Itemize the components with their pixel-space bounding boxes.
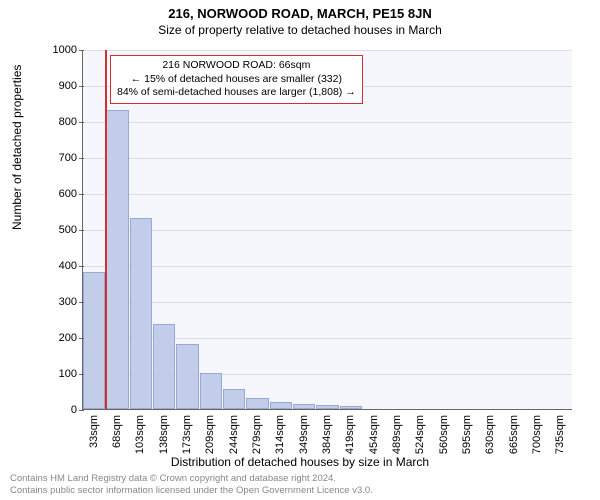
- x-tick-label: 524sqm: [414, 415, 426, 454]
- y-tick-label: 200: [37, 332, 77, 344]
- y-tick-label: 800: [37, 116, 77, 128]
- histogram-bar: [176, 344, 198, 409]
- x-tick-label: 33sqm: [88, 415, 100, 448]
- x-tick-label: 384sqm: [321, 415, 333, 454]
- gridline: [83, 122, 572, 123]
- gridline: [83, 266, 572, 267]
- x-tick-label: 489sqm: [391, 415, 403, 454]
- x-tick-label: 735sqm: [554, 415, 566, 454]
- gridline: [83, 158, 572, 159]
- property-marker-line: [105, 50, 107, 409]
- callout-line1: 216 NORWOOD ROAD: 66sqm: [117, 59, 356, 73]
- x-tick-label: 103sqm: [134, 415, 146, 454]
- x-tick-label: 68sqm: [111, 415, 123, 448]
- y-tick-label: 400: [37, 260, 77, 272]
- histogram-bar: [153, 324, 175, 409]
- histogram-bar: [106, 110, 128, 409]
- y-tick-label: 1000: [37, 44, 77, 56]
- gridline: [83, 50, 572, 51]
- callout-line3: 84% of semi-detached houses are larger (…: [117, 86, 356, 100]
- x-tick-label: 209sqm: [204, 415, 216, 454]
- x-tick-label: 419sqm: [344, 415, 356, 454]
- x-tick-label: 665sqm: [508, 415, 520, 454]
- x-axis-label: Distribution of detached houses by size …: [0, 455, 600, 469]
- y-tick-label: 900: [37, 80, 77, 92]
- histogram-bar: [293, 404, 315, 409]
- footer-line1: Contains HM Land Registry data © Crown c…: [10, 473, 373, 484]
- histogram-bar: [223, 389, 245, 409]
- y-tick-label: 300: [37, 296, 77, 308]
- histogram-bar: [270, 402, 292, 409]
- x-tick-label: 173sqm: [181, 415, 193, 454]
- gridline: [83, 230, 572, 231]
- plot-background: [82, 50, 572, 410]
- gridline: [83, 302, 572, 303]
- histogram-bar: [200, 373, 222, 409]
- x-tick-label: 560sqm: [438, 415, 450, 454]
- histogram-bar: [340, 406, 362, 409]
- callout-box: 216 NORWOOD ROAD: 66sqm ← 15% of detache…: [110, 55, 363, 104]
- histogram-bar: [130, 218, 152, 409]
- footer-line2: Contains public sector information licen…: [10, 485, 373, 496]
- histogram-bar: [316, 405, 338, 409]
- x-tick-label: 314sqm: [274, 415, 286, 454]
- x-tick-label: 279sqm: [251, 415, 263, 454]
- y-tick-label: 0: [37, 404, 77, 416]
- chart-area: 01002003004005006007008009001000 33sqm68…: [62, 50, 572, 410]
- y-tick-label: 600: [37, 188, 77, 200]
- x-tick-label: 244sqm: [228, 415, 240, 454]
- histogram-bar: [83, 272, 105, 409]
- footer-attribution: Contains HM Land Registry data © Crown c…: [10, 473, 373, 496]
- x-tick-label: 630sqm: [484, 415, 496, 454]
- page-title: 216, NORWOOD ROAD, MARCH, PE15 8JN: [0, 0, 600, 21]
- x-tick-label: 700sqm: [531, 415, 543, 454]
- x-tick-label: 349sqm: [298, 415, 310, 454]
- y-tick-label: 700: [37, 152, 77, 164]
- page-subtitle: Size of property relative to detached ho…: [0, 21, 600, 37]
- x-tick-label: 595sqm: [461, 415, 473, 454]
- histogram-bar: [246, 398, 268, 409]
- x-tick-label: 454sqm: [368, 415, 380, 454]
- y-axis-label: Number of detached properties: [10, 65, 24, 230]
- callout-line2: ← 15% of detached houses are smaller (33…: [117, 73, 356, 87]
- x-tick-label: 138sqm: [158, 415, 170, 454]
- gridline: [83, 194, 572, 195]
- y-tick-label: 500: [37, 224, 77, 236]
- y-tick-label: 100: [37, 368, 77, 380]
